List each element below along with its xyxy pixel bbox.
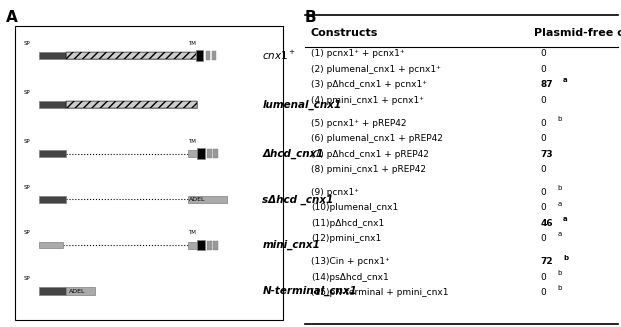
Bar xyxy=(66,101,197,108)
Bar xyxy=(188,242,201,249)
Bar xyxy=(196,50,204,61)
Text: b: b xyxy=(558,285,562,291)
Text: (3) pΔhcd_cnx1 + pcnx1⁺: (3) pΔhcd_cnx1 + pcnx1⁺ xyxy=(311,80,427,89)
Bar xyxy=(213,241,218,250)
Bar xyxy=(207,149,212,158)
Text: (12)pmini_cnx1: (12)pmini_cnx1 xyxy=(311,234,381,243)
Bar xyxy=(66,52,197,59)
Text: b: b xyxy=(558,116,562,122)
Text: (1) pcnx1⁺ + pcnx1⁺: (1) pcnx1⁺ + pcnx1⁺ xyxy=(311,49,405,59)
Bar xyxy=(39,150,66,157)
Text: (5) pcnx1⁺ + pREP42: (5) pcnx1⁺ + pREP42 xyxy=(311,119,407,128)
Text: SP: SP xyxy=(24,185,30,190)
Text: 87: 87 xyxy=(540,80,553,89)
Bar xyxy=(212,51,216,60)
Text: a: a xyxy=(563,77,568,83)
Text: 0: 0 xyxy=(540,288,546,297)
Text: (7) pΔhcd_cnx1 + pREP42: (7) pΔhcd_cnx1 + pREP42 xyxy=(311,149,429,159)
Text: Constructs: Constructs xyxy=(311,28,378,38)
Text: b: b xyxy=(558,185,562,191)
Text: b: b xyxy=(558,270,562,276)
Text: lumenal_cnx1: lumenal_cnx1 xyxy=(262,99,342,110)
Text: (11)pΔhcd_cnx1: (11)pΔhcd_cnx1 xyxy=(311,219,384,228)
Bar xyxy=(39,242,63,248)
Text: 0: 0 xyxy=(540,165,546,174)
Text: SP: SP xyxy=(24,231,30,235)
Bar xyxy=(39,52,66,59)
Text: a: a xyxy=(558,201,561,207)
Text: Δhcd_cnx1: Δhcd_cnx1 xyxy=(262,148,324,159)
Text: TM: TM xyxy=(188,41,196,46)
Text: SP: SP xyxy=(24,276,30,281)
Text: 0: 0 xyxy=(540,95,546,105)
Text: 72: 72 xyxy=(540,257,553,267)
Text: mini_cnx1: mini_cnx1 xyxy=(262,240,320,250)
Bar xyxy=(206,51,211,60)
Text: 0: 0 xyxy=(540,273,546,282)
Text: 46: 46 xyxy=(540,219,553,228)
Text: (13)Cin + pcnx1⁺: (13)Cin + pcnx1⁺ xyxy=(311,257,390,267)
Text: b: b xyxy=(563,255,568,261)
Text: SP: SP xyxy=(24,90,30,95)
Text: (9) pcnx1⁺: (9) pcnx1⁺ xyxy=(311,188,359,197)
Text: N-terminal_cnx1: N-terminal_cnx1 xyxy=(262,286,357,296)
Text: 0: 0 xyxy=(540,234,546,243)
Bar xyxy=(188,150,201,157)
Text: ADEL: ADEL xyxy=(189,197,206,202)
Bar xyxy=(197,240,205,250)
Text: (2) plumenal_cnx1 + pcnx1⁺: (2) plumenal_cnx1 + pcnx1⁺ xyxy=(311,65,441,74)
Bar xyxy=(39,101,66,108)
Bar xyxy=(213,149,218,158)
Text: TM: TM xyxy=(188,139,196,144)
Text: 73: 73 xyxy=(540,149,553,159)
Text: a: a xyxy=(558,232,561,237)
Text: 0: 0 xyxy=(540,65,546,74)
Text: SP: SP xyxy=(24,41,30,46)
Bar xyxy=(39,196,66,203)
Text: (15)pN-terminal + pmini_cnx1: (15)pN-terminal + pmini_cnx1 xyxy=(311,288,448,297)
Text: (14)psΔhcd_cnx1: (14)psΔhcd_cnx1 xyxy=(311,273,389,282)
Bar xyxy=(197,148,205,159)
Bar xyxy=(188,196,227,203)
Text: TM: TM xyxy=(188,231,196,235)
Text: 0: 0 xyxy=(540,203,546,213)
Bar xyxy=(66,287,96,295)
Text: (4) pmini_cnx1 + pcnx1⁺: (4) pmini_cnx1 + pcnx1⁺ xyxy=(311,95,424,105)
Text: sΔhcd _cnx1: sΔhcd _cnx1 xyxy=(262,194,333,205)
Text: $\mathit{cnx1^+}$: $\mathit{cnx1^+}$ xyxy=(262,49,296,62)
Text: (6) plumenal_cnx1 + pREP42: (6) plumenal_cnx1 + pREP42 xyxy=(311,134,443,143)
Bar xyxy=(66,101,197,108)
Text: 0: 0 xyxy=(540,49,546,59)
Bar xyxy=(39,287,66,295)
Bar xyxy=(207,241,212,250)
Bar xyxy=(66,52,197,59)
Text: 0: 0 xyxy=(540,119,546,128)
Text: B: B xyxy=(304,10,316,25)
Text: A: A xyxy=(6,10,18,25)
Text: (8) pmini_cnx1 + pREP42: (8) pmini_cnx1 + pREP42 xyxy=(311,165,426,174)
Text: 0: 0 xyxy=(540,188,546,197)
Text: SP: SP xyxy=(24,139,30,144)
Text: a: a xyxy=(563,216,568,222)
Text: 0: 0 xyxy=(540,134,546,143)
Text: Plasmid-free cells: Plasmid-free cells xyxy=(534,28,621,38)
Text: (10)plumenal_cnx1: (10)plumenal_cnx1 xyxy=(311,203,398,213)
FancyBboxPatch shape xyxy=(15,26,283,320)
Text: ADEL: ADEL xyxy=(68,288,85,294)
